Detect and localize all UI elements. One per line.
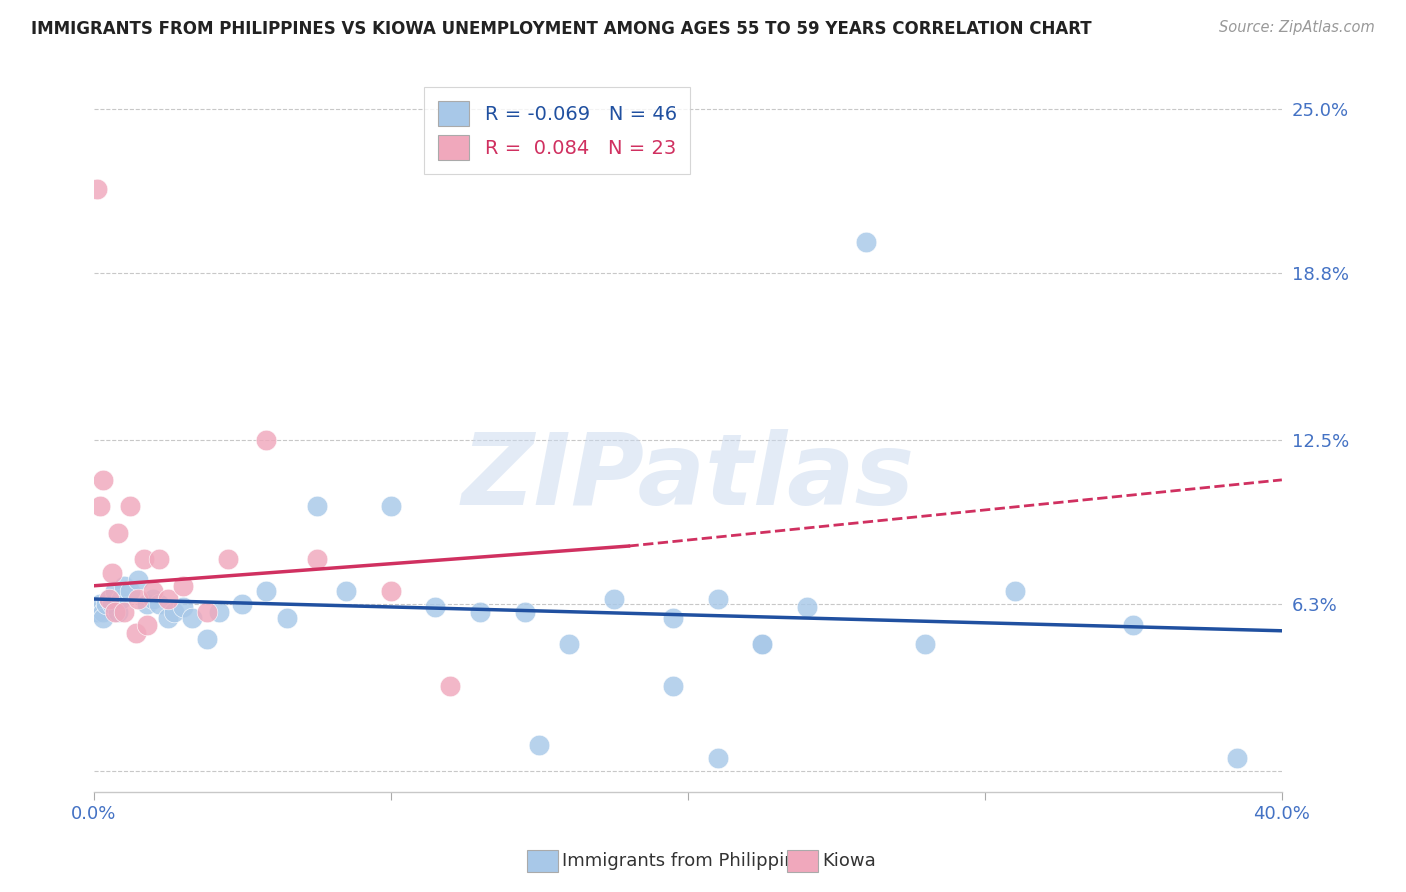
Point: [305, 552, 328, 566]
Point: [254, 584, 277, 599]
Point: [110, 592, 132, 607]
Point: [112, 605, 135, 619]
Point: [107, 605, 129, 619]
Point: [134, 552, 156, 566]
Point: [100, 566, 122, 580]
Point: [104, 584, 127, 599]
Point: [157, 592, 180, 607]
Point: [136, 618, 159, 632]
Point: [335, 584, 357, 599]
Point: [89, 500, 111, 514]
Text: ZIPatlas: ZIPatlas: [461, 429, 914, 526]
Text: Kiowa: Kiowa: [823, 852, 876, 871]
Legend: R = -0.069   N = 46, R =  0.084   N = 23: R = -0.069 N = 46, R = 0.084 N = 23: [425, 87, 690, 174]
Point: [208, 605, 231, 619]
Point: [148, 552, 170, 566]
Point: [97, 592, 120, 607]
Point: [662, 610, 685, 624]
Point: [91, 605, 114, 619]
Point: [94, 597, 117, 611]
Point: [513, 605, 536, 619]
Point: [1122, 618, 1144, 632]
Point: [855, 235, 877, 249]
Point: [276, 610, 298, 624]
Point: [1004, 584, 1026, 599]
Point: [142, 584, 165, 599]
Point: [127, 574, 149, 588]
Point: [91, 473, 114, 487]
Point: [142, 592, 165, 607]
Point: [706, 592, 728, 607]
Point: [118, 584, 141, 599]
Point: [100, 597, 122, 611]
Point: [195, 605, 218, 619]
Point: [425, 599, 447, 614]
Text: IMMIGRANTS FROM PHILIPPINES VS KIOWA UNEMPLOYMENT AMONG AGES 55 TO 59 YEARS CORR: IMMIGRANTS FROM PHILIPPINES VS KIOWA UNE…: [31, 20, 1091, 37]
Point: [380, 584, 402, 599]
Point: [1226, 751, 1249, 765]
Point: [529, 738, 551, 752]
Point: [439, 679, 461, 693]
Text: Source: ZipAtlas.com: Source: ZipAtlas.com: [1219, 20, 1375, 35]
Point: [796, 599, 818, 614]
Point: [157, 610, 180, 624]
Point: [217, 552, 239, 566]
Point: [112, 579, 135, 593]
Point: [136, 597, 159, 611]
Point: [172, 579, 194, 593]
Point: [163, 605, 186, 619]
Point: [380, 500, 402, 514]
Point: [91, 610, 114, 624]
Point: [124, 626, 146, 640]
Point: [107, 525, 129, 540]
Point: [751, 637, 773, 651]
Point: [254, 433, 277, 447]
Text: Immigrants from Philippines: Immigrants from Philippines: [562, 852, 817, 871]
Point: [231, 597, 253, 611]
Point: [86, 181, 108, 195]
Point: [118, 500, 141, 514]
Point: [89, 597, 111, 611]
Point: [127, 592, 149, 607]
Point: [86, 605, 108, 619]
Point: [97, 592, 120, 607]
Point: [104, 605, 127, 619]
Point: [602, 592, 624, 607]
Point: [148, 597, 170, 611]
Point: [751, 637, 773, 651]
Point: [468, 605, 491, 619]
Point: [181, 610, 204, 624]
Point: [305, 500, 328, 514]
Point: [662, 679, 685, 693]
Point: [706, 751, 728, 765]
Point: [558, 637, 581, 651]
Point: [914, 637, 936, 651]
Point: [195, 632, 218, 646]
Point: [172, 599, 194, 614]
